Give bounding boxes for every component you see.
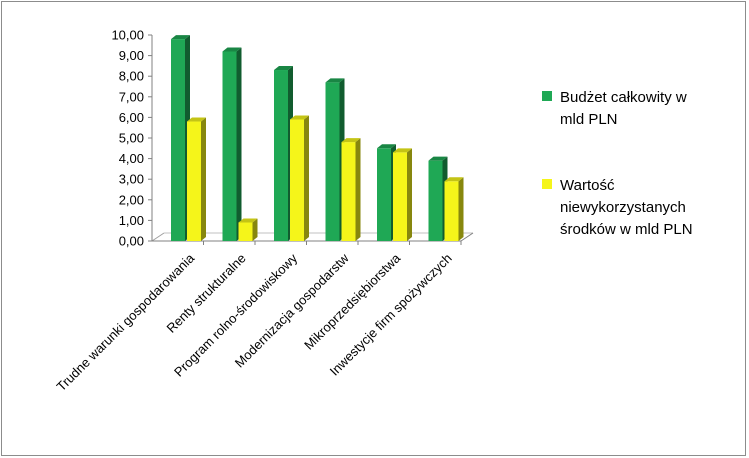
bar xyxy=(393,148,412,241)
legend-swatch xyxy=(542,179,552,189)
bar xyxy=(222,47,242,242)
legend-item: Wartość niewykorzystanych środków w mld PL… xyxy=(542,177,693,238)
y-tick-label: 10,00 xyxy=(111,28,144,43)
y-tick-label: 1,00 xyxy=(119,213,144,228)
y-tick-label: 8,00 xyxy=(119,69,144,84)
y-tick-label: 0,00 xyxy=(119,234,144,249)
y-tick-label: 3,00 xyxy=(119,172,144,187)
bar xyxy=(187,117,206,241)
axes xyxy=(148,34,474,245)
legend-label: Budżet całkowity w xyxy=(560,89,687,106)
y-tick-label: 5,00 xyxy=(119,131,144,146)
y-tick-label: 7,00 xyxy=(119,89,144,104)
bar xyxy=(290,115,309,241)
legend-label: mld PLN xyxy=(560,111,618,128)
legend-label: środków w mld PLN xyxy=(560,221,693,238)
y-tick-label: 2,00 xyxy=(119,192,144,207)
y-tick-label: 9,00 xyxy=(119,48,144,63)
bar xyxy=(238,218,258,241)
legend-label: niewykorzystanych xyxy=(560,199,686,216)
legend-item: Budżet całkowity w mld PLN xyxy=(542,89,687,128)
legend: Budżet całkowity w mld PLN Wartość niewykor… xyxy=(542,89,693,238)
floor-edge-right xyxy=(460,232,474,242)
x-tick-label: Mikroprzedsiębiorstwa xyxy=(301,250,404,353)
bars xyxy=(171,35,464,242)
y-tick-label: 6,00 xyxy=(119,110,144,125)
floor-edge-left xyxy=(151,232,165,242)
legend-swatch xyxy=(542,91,552,101)
y-tick-label: 4,00 xyxy=(119,151,144,166)
bar xyxy=(341,138,361,241)
bar xyxy=(444,177,464,241)
legend-label: Wartość xyxy=(560,177,615,194)
